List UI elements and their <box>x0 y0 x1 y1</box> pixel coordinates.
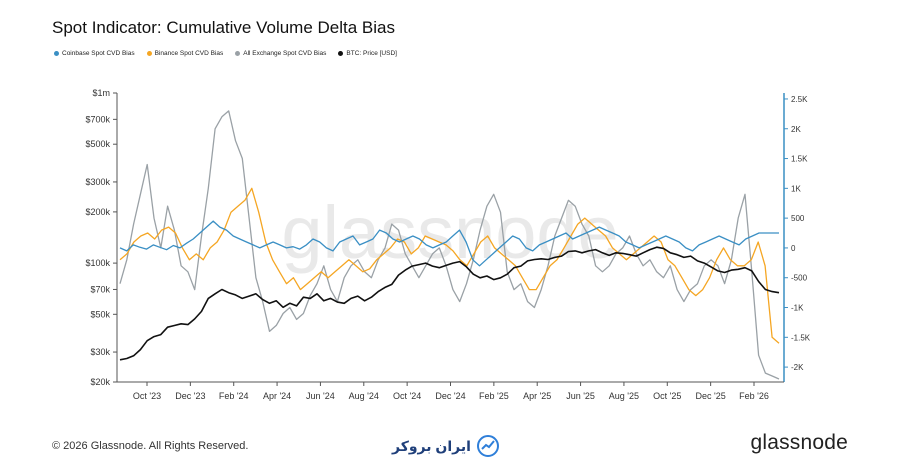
x-axis-tick-label: Apr '24 <box>263 391 291 401</box>
legend-all-exchange-label: All Exchange Spot CVD Bias <box>243 50 327 57</box>
coinbase-cvd-line <box>119 220 779 267</box>
right-axis-tick-label: -1.5K <box>791 333 811 342</box>
legend-binance-label: Binance Spot CVD Bias <box>154 50 224 57</box>
trend-chart-icon <box>476 435 499 457</box>
x-axis-tick-label: Feb '24 <box>219 391 249 401</box>
x-axis-tick-label: Oct '25 <box>653 391 681 401</box>
legend-binance-dot <box>146 51 152 56</box>
left-axis-tick-label: $20k <box>90 377 110 387</box>
left-axis-tick-label: $200k <box>85 207 110 217</box>
right-axis-tick-label: 500 <box>791 214 805 223</box>
all-exchange-cvd-line <box>119 110 780 380</box>
x-axis-tick-label: Jun '24 <box>306 391 335 401</box>
legend-coinbase-label: Coinbase Spot CVD Bias <box>62 50 135 57</box>
right-axis-tick-label: -500 <box>791 274 808 283</box>
left-axis-tick-label: $700k <box>85 114 110 124</box>
x-axis-tick-label: Apr '25 <box>523 391 551 401</box>
axis-layer: $20k $30k $50k $70k $100k $200k $300k $500k $700… <box>85 88 810 401</box>
chart-title: Spot Indicator: Cumulative Volume Delta … <box>52 18 396 37</box>
legend-all-exchange-dot <box>235 51 241 56</box>
copyright-text: © 2026 Glassnode. All Rights Reserved. <box>52 440 249 452</box>
right-axis-tick-label: 1K <box>791 184 801 193</box>
binance-cvd-line <box>119 187 780 344</box>
right-axis-tick-label: -2K <box>791 363 804 372</box>
legend-btc-price-dot <box>338 51 344 56</box>
chart-svg: glassnode $20k $30k $50k $70k $100k $200k $300… <box>85 88 810 401</box>
x-axis-tick-label: Dec '25 <box>696 391 726 401</box>
legend-btc-price-label: BTC: Price [USD] <box>346 50 397 57</box>
right-axis-tick-label: 0 <box>791 244 796 253</box>
legend-item-coinbase[interactable]: Coinbase Spot CVD Bias <box>54 50 135 57</box>
right-axis-tick-label: 2.5K <box>791 95 808 104</box>
x-axis-tick-label: Jun '25 <box>566 391 595 401</box>
legend-item-binance[interactable]: Binance Spot CVD Bias <box>146 50 224 57</box>
left-axis-tick-label: $100k <box>85 258 110 268</box>
left-axis-tick-label: $500k <box>85 139 110 149</box>
glassnode-logo: glassnode <box>750 431 848 454</box>
left-axis-tick-label: $50k <box>90 309 110 319</box>
series-layer <box>119 110 780 380</box>
right-axis-tick-label: -1K <box>791 304 804 313</box>
right-axis-tick-label: 2K <box>791 125 801 134</box>
x-axis-tick-label: Aug '25 <box>609 391 639 401</box>
btc-price-line <box>119 246 780 361</box>
legend-item-all-exchange[interactable]: All Exchange Spot CVD Bias <box>235 50 326 57</box>
x-axis-tick-label: Feb '26 <box>739 391 769 401</box>
left-axis-tick-label: $1m <box>92 88 110 98</box>
partner-logo: ایران بروکر <box>392 435 499 457</box>
x-axis-tick-label: Oct '24 <box>393 391 421 401</box>
x-axis-tick-label: Aug '24 <box>349 391 379 401</box>
legend-item-btc-price[interactable]: BTC: Price [USD] <box>338 50 397 57</box>
x-axis-tick-label: Feb '25 <box>479 391 509 401</box>
left-axis-tick-label: $30k <box>90 347 110 357</box>
legend-coinbase-dot <box>54 51 59 56</box>
legend: Coinbase Spot CVD Bias Binance Spot CVD … <box>54 50 397 57</box>
x-axis-tick-label: Dec '23 <box>175 391 205 401</box>
partner-logo-text: ایران بروکر <box>392 437 471 454</box>
left-axis-tick-label: $70k <box>90 284 110 294</box>
watermark: glassnode <box>281 191 618 274</box>
x-axis-tick-label: Oct '23 <box>133 391 161 401</box>
right-axis-tick-label: 1.5K <box>791 155 808 164</box>
left-axis-tick-label: $300k <box>85 177 110 187</box>
x-axis-tick-label: Dec '24 <box>435 391 465 401</box>
